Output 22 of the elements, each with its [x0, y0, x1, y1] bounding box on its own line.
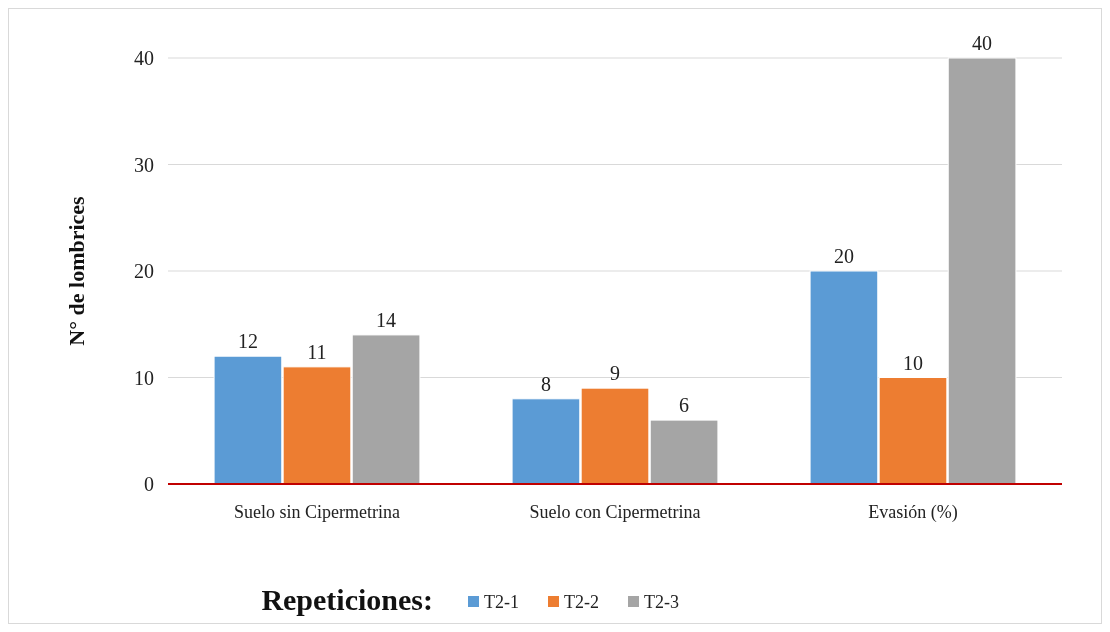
- y-tick-label: 20: [134, 260, 154, 282]
- x-tick-label: Evasión (%): [868, 502, 958, 523]
- legend-title: Repeticiones:: [261, 583, 433, 616]
- legend-label: T2-3: [644, 592, 679, 612]
- legend-label: T2-2: [564, 592, 599, 612]
- y-tick-label: 10: [134, 366, 154, 389]
- data-label: 14: [376, 308, 397, 331]
- legend-label: T2-1: [484, 592, 519, 612]
- data-label: 10: [903, 351, 923, 374]
- y-tick-label: 40: [134, 47, 154, 69]
- data-label: 8: [540, 372, 551, 395]
- x-tick-label: Suelo sin Cipermetrina: [234, 502, 400, 522]
- data-label: 9: [610, 362, 620, 385]
- x-tick-label: Suelo con Cipermetrina: [529, 502, 701, 522]
- data-label: 12: [237, 330, 258, 353]
- data-label: 6: [679, 394, 690, 417]
- y-axis-title: N° de lombrices: [64, 195, 89, 346]
- y-tick-label: 0: [144, 473, 154, 495]
- data-label: 40: [972, 32, 993, 54]
- data-label: 20: [833, 245, 854, 267]
- y-tick-label: 30: [134, 153, 154, 176]
- data-label: 11: [307, 340, 327, 363]
